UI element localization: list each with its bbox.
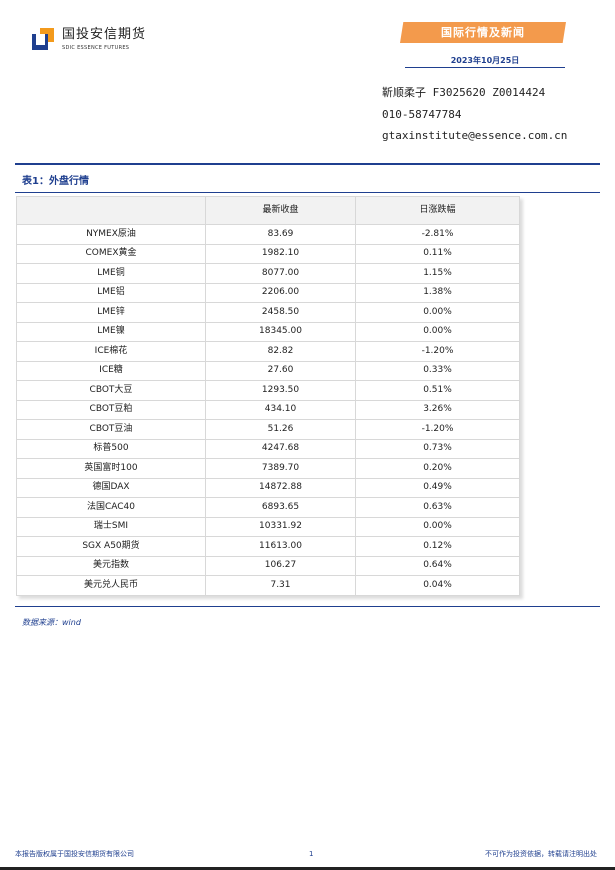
close-cell: 10331.92 [205, 516, 356, 537]
change-cell: 0.04% [355, 575, 520, 596]
table-row: CBOT豆油 51.26 -1.20% [16, 419, 520, 440]
change-cell: 0.11% [355, 243, 520, 264]
table-row: 英国富时100 7389.70 0.20% [16, 458, 520, 479]
change-cell: 0.00% [355, 302, 520, 323]
close-cell: 1293.50 [205, 380, 356, 401]
instrument-cell: SGX A50期货 [16, 536, 206, 557]
email[interactable]: gtaxinstitute@essence.com.cn [382, 129, 568, 142]
divider [15, 192, 600, 193]
table-row: COMEX黄金 1982.10 0.11% [16, 243, 520, 264]
close-cell: 11613.00 [205, 536, 356, 557]
change-cell: 3.26% [355, 399, 520, 420]
change-cell: -2.81% [355, 224, 520, 245]
close-cell: 4247.68 [205, 438, 356, 459]
change-cell: -1.20% [355, 419, 520, 440]
close-cell: 106.27 [205, 555, 356, 576]
logo-subtext: SDIC ESSENCE FUTURES [62, 45, 130, 51]
footer-disclaimer: 不可作为投资依据，转载请注明出处 [485, 850, 597, 858]
instrument-cell: LME锌 [16, 302, 206, 323]
author: 靳顺柔子 F3025620 Z0014424 [382, 86, 546, 99]
column-header: 日涨跌幅 [355, 196, 520, 225]
change-cell: 0.20% [355, 458, 520, 479]
close-cell: 7.31 [205, 575, 356, 596]
instrument-cell: CBOT大豆 [16, 380, 206, 401]
table-row: CBOT豆粕 434.10 3.26% [16, 399, 520, 420]
instrument-cell: LME铜 [16, 263, 206, 284]
close-cell: 434.10 [205, 399, 356, 420]
close-cell: 8077.00 [205, 263, 356, 284]
table-row: ICE糖 27.60 0.33% [16, 360, 520, 381]
instrument-cell: CBOT豆油 [16, 419, 206, 440]
footer-divider [0, 867, 615, 870]
change-cell: 0.00% [355, 321, 520, 342]
close-cell: 82.82 [205, 341, 356, 362]
footer-copyright: 本报告版权属于国投安信期货有限公司 [15, 850, 134, 858]
instrument-cell: NYMEX原油 [16, 224, 206, 245]
instrument-cell: 瑞士SMI [16, 516, 206, 537]
table-header-row: 最新收盘 日涨跌幅 [16, 196, 520, 225]
change-cell: 0.51% [355, 380, 520, 401]
change-cell: 0.33% [355, 360, 520, 381]
table-row: 标普500 4247.68 0.73% [16, 438, 520, 459]
instrument-cell: COMEX黄金 [16, 243, 206, 264]
table-row: 美元指数 106.27 0.64% [16, 555, 520, 576]
instrument-cell: 标普500 [16, 438, 206, 459]
report-banner: 国际行情及新闻 [400, 22, 566, 43]
market-table: 最新收盘 日涨跌幅 NYMEX原油 83.69 -2.81% COMEX黄金 1982.… [16, 196, 520, 596]
table-row: SGX A50期货 11613.00 0.12% [16, 536, 520, 557]
close-cell: 83.69 [205, 224, 356, 245]
instrument-cell: ICE糖 [16, 360, 206, 381]
instrument-cell: ICE棉花 [16, 341, 206, 362]
table-title: 表1：外盘行情 [22, 176, 89, 187]
table-row: 德国DAX 14872.88 0.49% [16, 477, 520, 498]
report-date: 2023年10月25日 [450, 56, 520, 65]
divider [15, 163, 600, 165]
logo-text: 国投安信期货 [62, 27, 147, 42]
close-cell: 18345.00 [205, 321, 356, 342]
close-cell: 51.26 [205, 419, 356, 440]
table-row: 美元兑人民币 7.31 0.04% [16, 575, 520, 596]
page-number: 1 [309, 850, 314, 858]
close-cell: 2458.50 [205, 302, 356, 323]
table-row: 瑞士SMI 10331.92 0.00% [16, 516, 520, 537]
column-header [16, 196, 206, 225]
data-source: 数据来源：wind [22, 618, 81, 627]
instrument-cell: 美元兑人民币 [16, 575, 206, 596]
close-cell: 1982.10 [205, 243, 356, 264]
divider [15, 606, 600, 607]
close-cell: 2206.00 [205, 282, 356, 303]
instrument-cell: 美元指数 [16, 555, 206, 576]
instrument-cell: 德国DAX [16, 477, 206, 498]
change-cell: 1.15% [355, 263, 520, 284]
close-cell: 14872.88 [205, 477, 356, 498]
change-cell: 0.12% [355, 536, 520, 557]
change-cell: 0.49% [355, 477, 520, 498]
instrument-cell: LME镍 [16, 321, 206, 342]
change-cell: 0.73% [355, 438, 520, 459]
table-row: 法国CAC40 6893.65 0.63% [16, 497, 520, 518]
column-header: 最新收盘 [205, 196, 356, 225]
divider [405, 67, 565, 68]
table-row: CBOT大豆 1293.50 0.51% [16, 380, 520, 401]
table-row: LME锌 2458.50 0.00% [16, 302, 520, 323]
change-cell: 1.38% [355, 282, 520, 303]
instrument-cell: CBOT豆粕 [16, 399, 206, 420]
company-logo-icon [32, 28, 54, 50]
change-cell: 0.64% [355, 555, 520, 576]
instrument-cell: LME铝 [16, 282, 206, 303]
change-cell: 0.00% [355, 516, 520, 537]
table-row: ICE棉花 82.82 -1.20% [16, 341, 520, 362]
change-cell: -1.20% [355, 341, 520, 362]
table-row: NYMEX原油 83.69 -2.81% [16, 224, 520, 245]
close-cell: 7389.70 [205, 458, 356, 479]
instrument-cell: 英国富时100 [16, 458, 206, 479]
instrument-cell: 法国CAC40 [16, 497, 206, 518]
phone: 010-58747784 [382, 108, 462, 121]
close-cell: 6893.65 [205, 497, 356, 518]
table-row: LME铜 8077.00 1.15% [16, 263, 520, 284]
table-row: LME铝 2206.00 1.38% [16, 282, 520, 303]
table-row: LME镍 18345.00 0.00% [16, 321, 520, 342]
close-cell: 27.60 [205, 360, 356, 381]
change-cell: 0.63% [355, 497, 520, 518]
